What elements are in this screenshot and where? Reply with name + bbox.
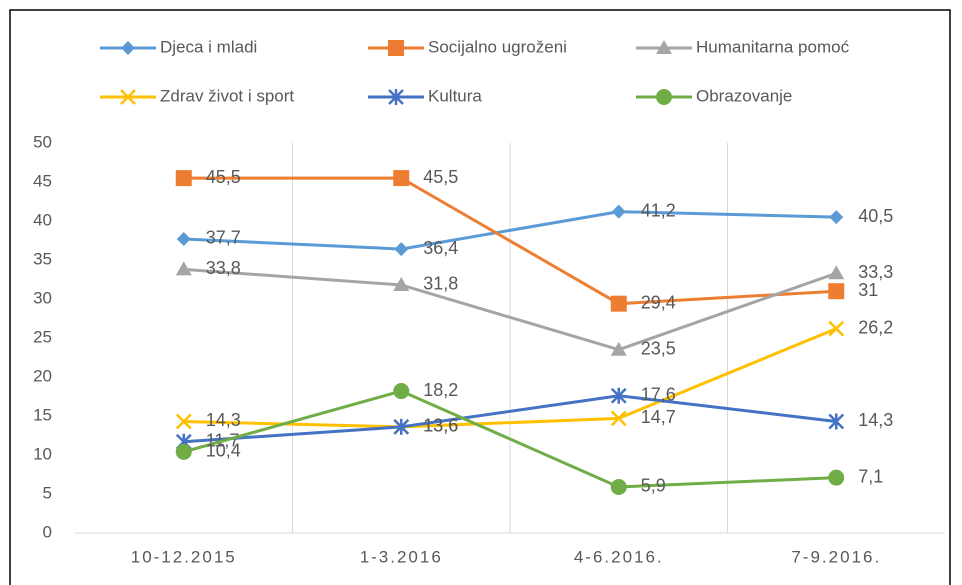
marker	[828, 413, 845, 430]
marker	[828, 283, 845, 300]
data-label: 14,3	[206, 410, 241, 430]
marker	[394, 242, 409, 257]
y-tick-label: 20	[33, 366, 52, 385]
marker	[175, 170, 192, 187]
data-label: 33,8	[206, 258, 241, 278]
marker	[388, 89, 404, 105]
marker	[828, 265, 845, 280]
data-label: 17,6	[641, 384, 676, 404]
marker	[656, 89, 672, 105]
marker	[120, 89, 136, 105]
data-label: 37,7	[206, 228, 241, 248]
data-label: 13,6	[423, 416, 458, 436]
marker	[610, 410, 627, 427]
y-tick-label: 10	[33, 444, 52, 463]
marker	[610, 341, 627, 356]
y-tick-label: 30	[33, 288, 52, 307]
data-label: 5,9	[641, 476, 666, 496]
data-label: 45,5	[206, 167, 241, 187]
marker	[610, 478, 627, 495]
marker	[828, 320, 845, 337]
data-label: 31,8	[423, 274, 458, 294]
line	[183, 210, 837, 251]
y-tick-label: 15	[33, 405, 52, 424]
y-tick-label: 25	[33, 327, 52, 346]
line	[183, 176, 837, 306]
legend-label: Obrazovanje	[696, 86, 792, 105]
marker	[393, 170, 410, 187]
y-tick-label: 45	[33, 171, 52, 190]
x-tick-label: 4-6.2016.	[574, 547, 664, 566]
data-label: 33,3	[858, 262, 893, 282]
data-label: 41,2	[641, 200, 676, 220]
marker	[175, 443, 192, 460]
data-label: 18,2	[423, 380, 458, 400]
data-label: 14,7	[641, 407, 676, 427]
marker	[828, 469, 845, 486]
legend-label: Kultura	[428, 86, 482, 105]
data-label: 23,5	[641, 338, 676, 358]
y-tick-label: 40	[33, 210, 52, 229]
marker	[393, 276, 410, 291]
marker	[393, 418, 410, 435]
line	[183, 327, 837, 429]
legend-label: Djeca i mladi	[160, 37, 257, 56]
legend-label: Socijalno ugroženi	[428, 37, 567, 56]
data-label: 26,2	[858, 317, 893, 337]
y-tick-label: 35	[33, 249, 52, 268]
marker	[610, 387, 627, 404]
marker	[611, 204, 626, 219]
data-label: 36,4	[423, 238, 458, 258]
marker	[610, 295, 627, 312]
marker	[388, 40, 404, 56]
data-label: 29,4	[641, 292, 676, 312]
x-tick-label: 10-12.2015	[131, 547, 237, 566]
line	[183, 394, 837, 444]
y-tick-label: 50	[33, 132, 52, 151]
data-label: 40,5	[858, 206, 893, 226]
legend-label: Zdrav život i sport	[160, 86, 294, 105]
data-label: 10,4	[206, 441, 241, 461]
marker	[829, 210, 844, 225]
marker	[175, 261, 192, 276]
data-label: 7,1	[858, 466, 883, 486]
y-tick-label: 5	[43, 483, 52, 502]
marker	[176, 231, 191, 246]
data-label: 14,3	[858, 410, 893, 430]
line	[183, 267, 837, 352]
data-label: 31	[858, 280, 878, 300]
marker	[175, 413, 192, 430]
marker	[121, 41, 135, 55]
x-tick-label: 1-3.2016	[360, 547, 443, 566]
marker	[656, 40, 672, 54]
chart-border	[9, 9, 951, 585]
x-tick-label: 7-9.2016.	[791, 547, 881, 566]
data-label: 45,5	[423, 167, 458, 187]
y-tick-label: 0	[43, 522, 52, 541]
legend-label: Humanitarna pomoć	[696, 37, 850, 56]
marker	[393, 383, 410, 400]
line	[183, 389, 837, 489]
